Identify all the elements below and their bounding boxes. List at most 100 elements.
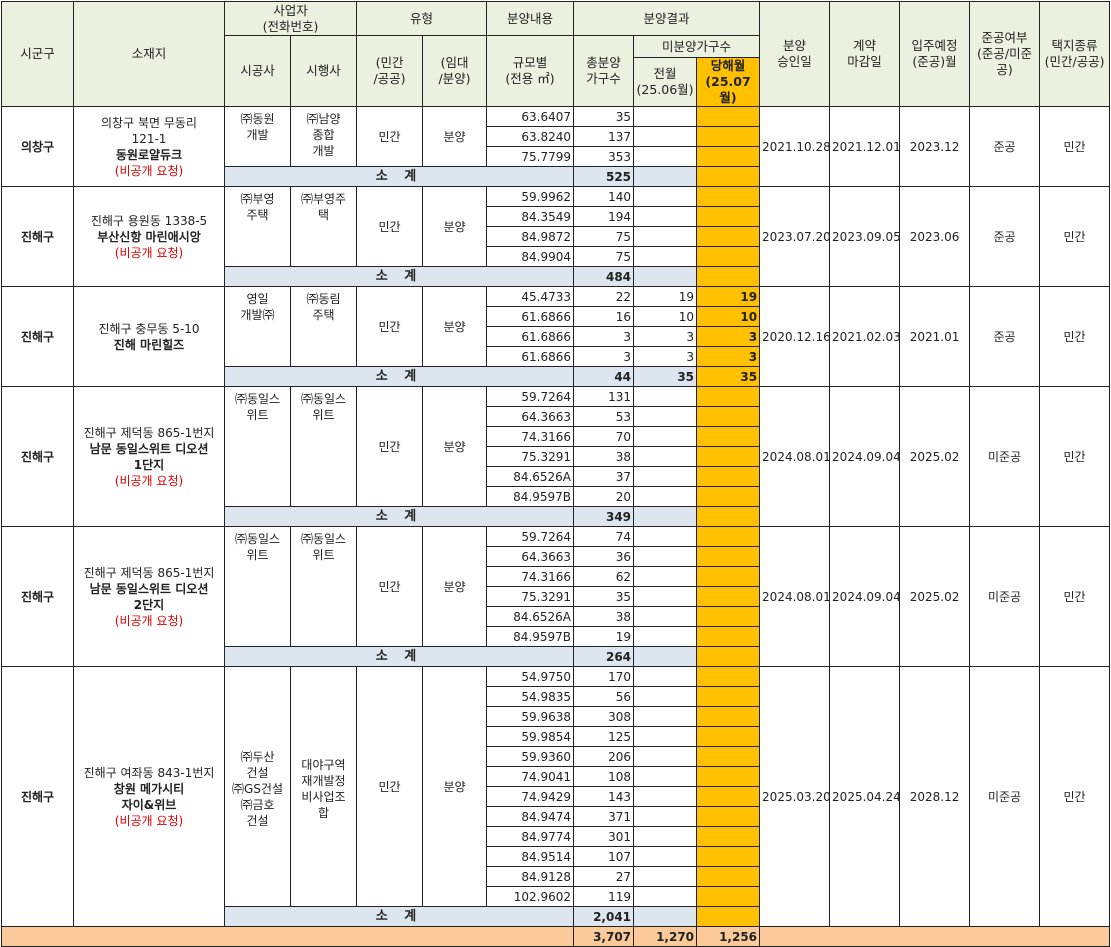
area-cell: 84.6526A [486, 466, 575, 487]
project-name: 동원로얄듀크 [115, 147, 183, 162]
units-cell: 27 [573, 866, 635, 887]
curr-unsold-cell: 3 [696, 346, 761, 367]
curr-unsold-cell [696, 706, 761, 727]
subtotal-curr: 35 [696, 366, 761, 387]
land-type-cell: 민간 [1039, 386, 1111, 527]
address-line: 121-1 [131, 131, 167, 146]
grand-total-blank [0, 926, 575, 947]
private-public-cell: 민간 [356, 666, 424, 907]
subtotal-row: 소 계 349 [2, 506, 1110, 527]
prev-unsold-cell [633, 106, 698, 127]
curr-unsold-cell [696, 406, 761, 427]
table-row: 102.9602 119 [2, 886, 1110, 907]
area-cell: 75.3291 [486, 586, 575, 607]
prev-unsold-cell [633, 426, 698, 447]
curr-unsold-cell [696, 766, 761, 787]
area-cell: 54.9750 [486, 666, 575, 687]
table-row: 84.6526A 37 [2, 466, 1110, 487]
subtotal-prev [633, 266, 698, 287]
table-row: 59.9360 206 [2, 746, 1110, 767]
table-row: 84.9872 75 [2, 226, 1110, 247]
units-cell: 20 [573, 486, 635, 507]
subtotal-units: 349 [573, 506, 635, 527]
move-in-cell: 2021.01 [899, 286, 971, 387]
curr-unsold-cell [696, 486, 761, 507]
area-cell: 84.9128 [486, 866, 575, 887]
developer-cell: ㈜동일스 위트 [289, 526, 358, 647]
curr-unsold-cell [696, 806, 761, 827]
header-move-in: 입주예정 (준공)월 [899, 1, 971, 107]
header-business: 사업자 (전화번호) [223, 1, 358, 36]
prev-unsold-cell [633, 666, 698, 687]
units-cell: 301 [573, 826, 635, 847]
contract-deadline-cell: 2025.04.24 [829, 666, 901, 927]
location-cell: 진해구 제덕동 865-1번지 남문 동일스위트 디오션 1단지 (비공개 요청) [73, 386, 225, 527]
prev-unsold-cell [633, 446, 698, 467]
prev-unsold-cell [633, 686, 698, 707]
area-cell: 59.9854 [486, 726, 575, 747]
subtotal-prev [633, 166, 698, 187]
units-cell: 75 [573, 246, 635, 267]
prev-unsold-cell [633, 146, 698, 167]
area-cell: 84.9872 [486, 226, 575, 247]
curr-unsold-cell [696, 146, 761, 167]
prev-unsold-cell: 3 [633, 326, 698, 347]
units-cell: 53 [573, 406, 635, 427]
subtotal-units: 2,041 [573, 906, 635, 927]
subtotal-units: 484 [573, 266, 635, 287]
area-cell: 75.7799 [486, 146, 575, 167]
units-cell: 56 [573, 686, 635, 707]
private-public-cell: 민간 [356, 186, 424, 267]
land-type-cell: 민간 [1039, 186, 1111, 287]
rent-sale-cell: 분양 [422, 106, 488, 167]
table-row: 74.3166 62 [2, 566, 1110, 587]
prev-unsold-cell [633, 186, 698, 207]
header-type: 유형 [356, 1, 488, 36]
table-row: 59.9638 308 [2, 706, 1110, 727]
prev-unsold-cell [633, 766, 698, 787]
nondisclosure-note: (비공개 요청) [114, 473, 184, 488]
private-public-cell: 민간 [356, 286, 424, 367]
rent-sale-cell: 분양 [422, 666, 488, 907]
curr-unsold-cell [696, 726, 761, 747]
subtotal-row: 소 계 44 35 35 [2, 366, 1110, 387]
area-cell: 64.3663 [486, 546, 575, 567]
curr-unsold-cell [696, 386, 761, 407]
address-line: 진해구 제덕동 865-1번지 [83, 565, 215, 580]
curr-unsold-cell [696, 686, 761, 707]
table-row: 75.3291 35 [2, 586, 1110, 607]
table-row: 의창구 의창구 북면 무동리 121-1 동원로얄듀크 (비공개 요청) ㈜동원 개발 ㈜남… [1, 106, 1111, 187]
subtotal-prev [633, 646, 698, 667]
project-name: 부산신항 마린애시앙 [97, 229, 201, 244]
grand-total-blank [759, 926, 1111, 947]
units-cell: 3 [573, 346, 635, 367]
subtotal-label: 소 계 [223, 166, 575, 187]
area-cell: 59.9962 [486, 186, 575, 207]
units-cell: 16 [573, 306, 635, 327]
grand-total-row: 3,707 1,270 1,256 [0, 926, 1111, 947]
prev-unsold-cell [633, 866, 698, 887]
subtotal-curr [696, 906, 761, 927]
area-cell: 74.9041 [486, 766, 575, 787]
address-line: 진해구 충무동 5-10 [98, 321, 200, 336]
curr-unsold-cell [696, 226, 761, 247]
subtotal-row: 소 계 484 [2, 266, 1110, 287]
land-type-cell: 민간 [1039, 526, 1111, 667]
header-contract-deadline: 계약 마감일 [829, 1, 901, 107]
header-sale-content: 분양내용 [486, 1, 575, 36]
area-cell: 64.3663 [486, 406, 575, 427]
location-cell: 진해구 제덕동 865-1번지 남문 동일스위트 디오션 2단지 (비공개 요청) [73, 526, 225, 667]
prev-unsold-cell [633, 466, 698, 487]
curr-unsold-cell [696, 466, 761, 487]
prev-unsold-cell [633, 826, 698, 847]
rent-sale-cell: 분양 [422, 286, 488, 367]
header-sigungu: 시군구 [1, 1, 74, 107]
curr-unsold-cell [696, 186, 761, 207]
area-cell: 84.9474 [486, 806, 575, 827]
private-public-cell: 민간 [356, 106, 424, 167]
header-land-type: 택지종류 (민간/공공) [1039, 1, 1111, 107]
subtotal-curr [696, 646, 761, 667]
sigungu-cell: 진해구 [1, 286, 74, 387]
table-row: 84.9904 75 [2, 246, 1110, 267]
table-row: 64.3663 36 [2, 546, 1110, 567]
